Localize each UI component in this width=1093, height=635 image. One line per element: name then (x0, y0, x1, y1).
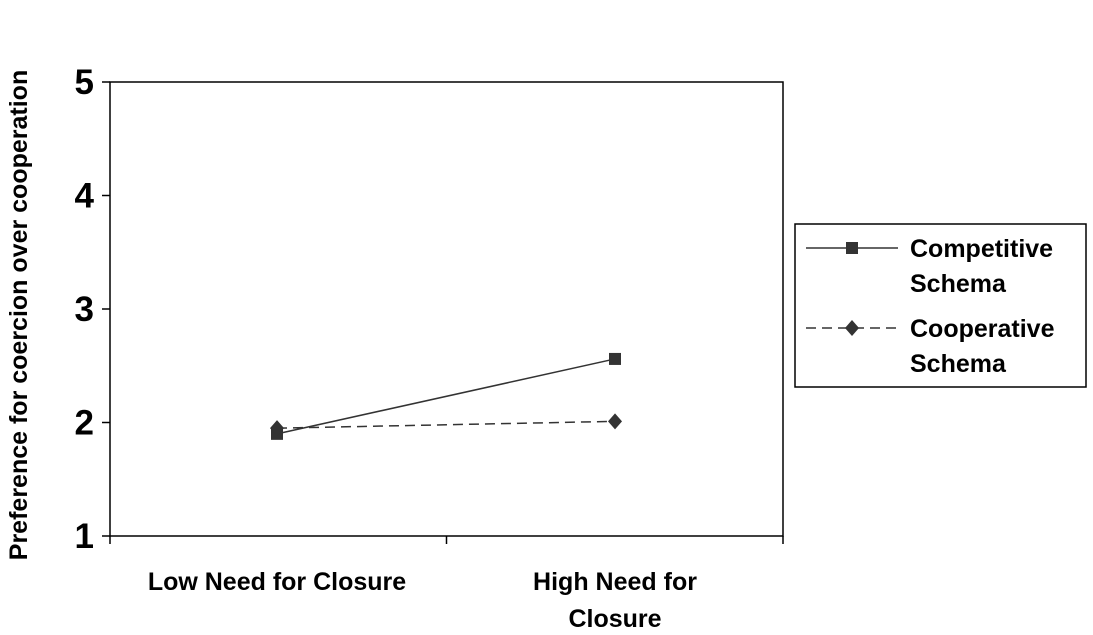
data-point-square (609, 352, 621, 365)
legend-label-line: Schema (910, 350, 1007, 378)
series-line (276, 420, 616, 429)
legend-box (794, 223, 1087, 388)
series-2 (270, 413, 622, 437)
y-axis-title: Preference for coercion over cooperation (5, 70, 33, 560)
y-tick-label: 2 (75, 404, 94, 443)
y-tick-label: 3 (75, 290, 94, 329)
y-axis-title-group: Preference for coercion over cooperation (5, 70, 33, 560)
legend-marker-square (846, 242, 858, 254)
legend: Competitive Schema Cooperative Schema (794, 223, 1087, 388)
x-tick-label-line: Closure (568, 605, 661, 633)
y-tick-label: 1 (75, 517, 94, 556)
x-tick-label: High Need for Closure (533, 568, 697, 633)
legend-label-line: Schema (910, 270, 1007, 298)
x-tick-label: Low Need for Closure (148, 568, 406, 596)
series-1 (271, 352, 621, 440)
data-point-diamond (270, 420, 284, 437)
legend-label-line: Competitive (910, 235, 1053, 263)
y-tick-label: 4 (75, 177, 95, 216)
x-tick-label-line: Low Need for Closure (148, 568, 406, 596)
series-line (276, 358, 616, 435)
x-tick-label-line: High Need for (533, 568, 697, 596)
legend-marker-diamond (845, 320, 859, 336)
data-point-diamond (608, 413, 622, 430)
series-layer (270, 352, 622, 440)
legend-label-line: Cooperative (910, 315, 1055, 343)
y-tick-label: 5 (75, 63, 94, 102)
legend-label: Competitive Schema (910, 235, 1053, 298)
legend-label: Cooperative Schema (910, 315, 1055, 378)
plot-area (109, 81, 784, 537)
plot-frame (109, 81, 784, 537)
axes: 1 2 3 4 5 Low Need for Closure High Need for Cl… (75, 63, 784, 633)
